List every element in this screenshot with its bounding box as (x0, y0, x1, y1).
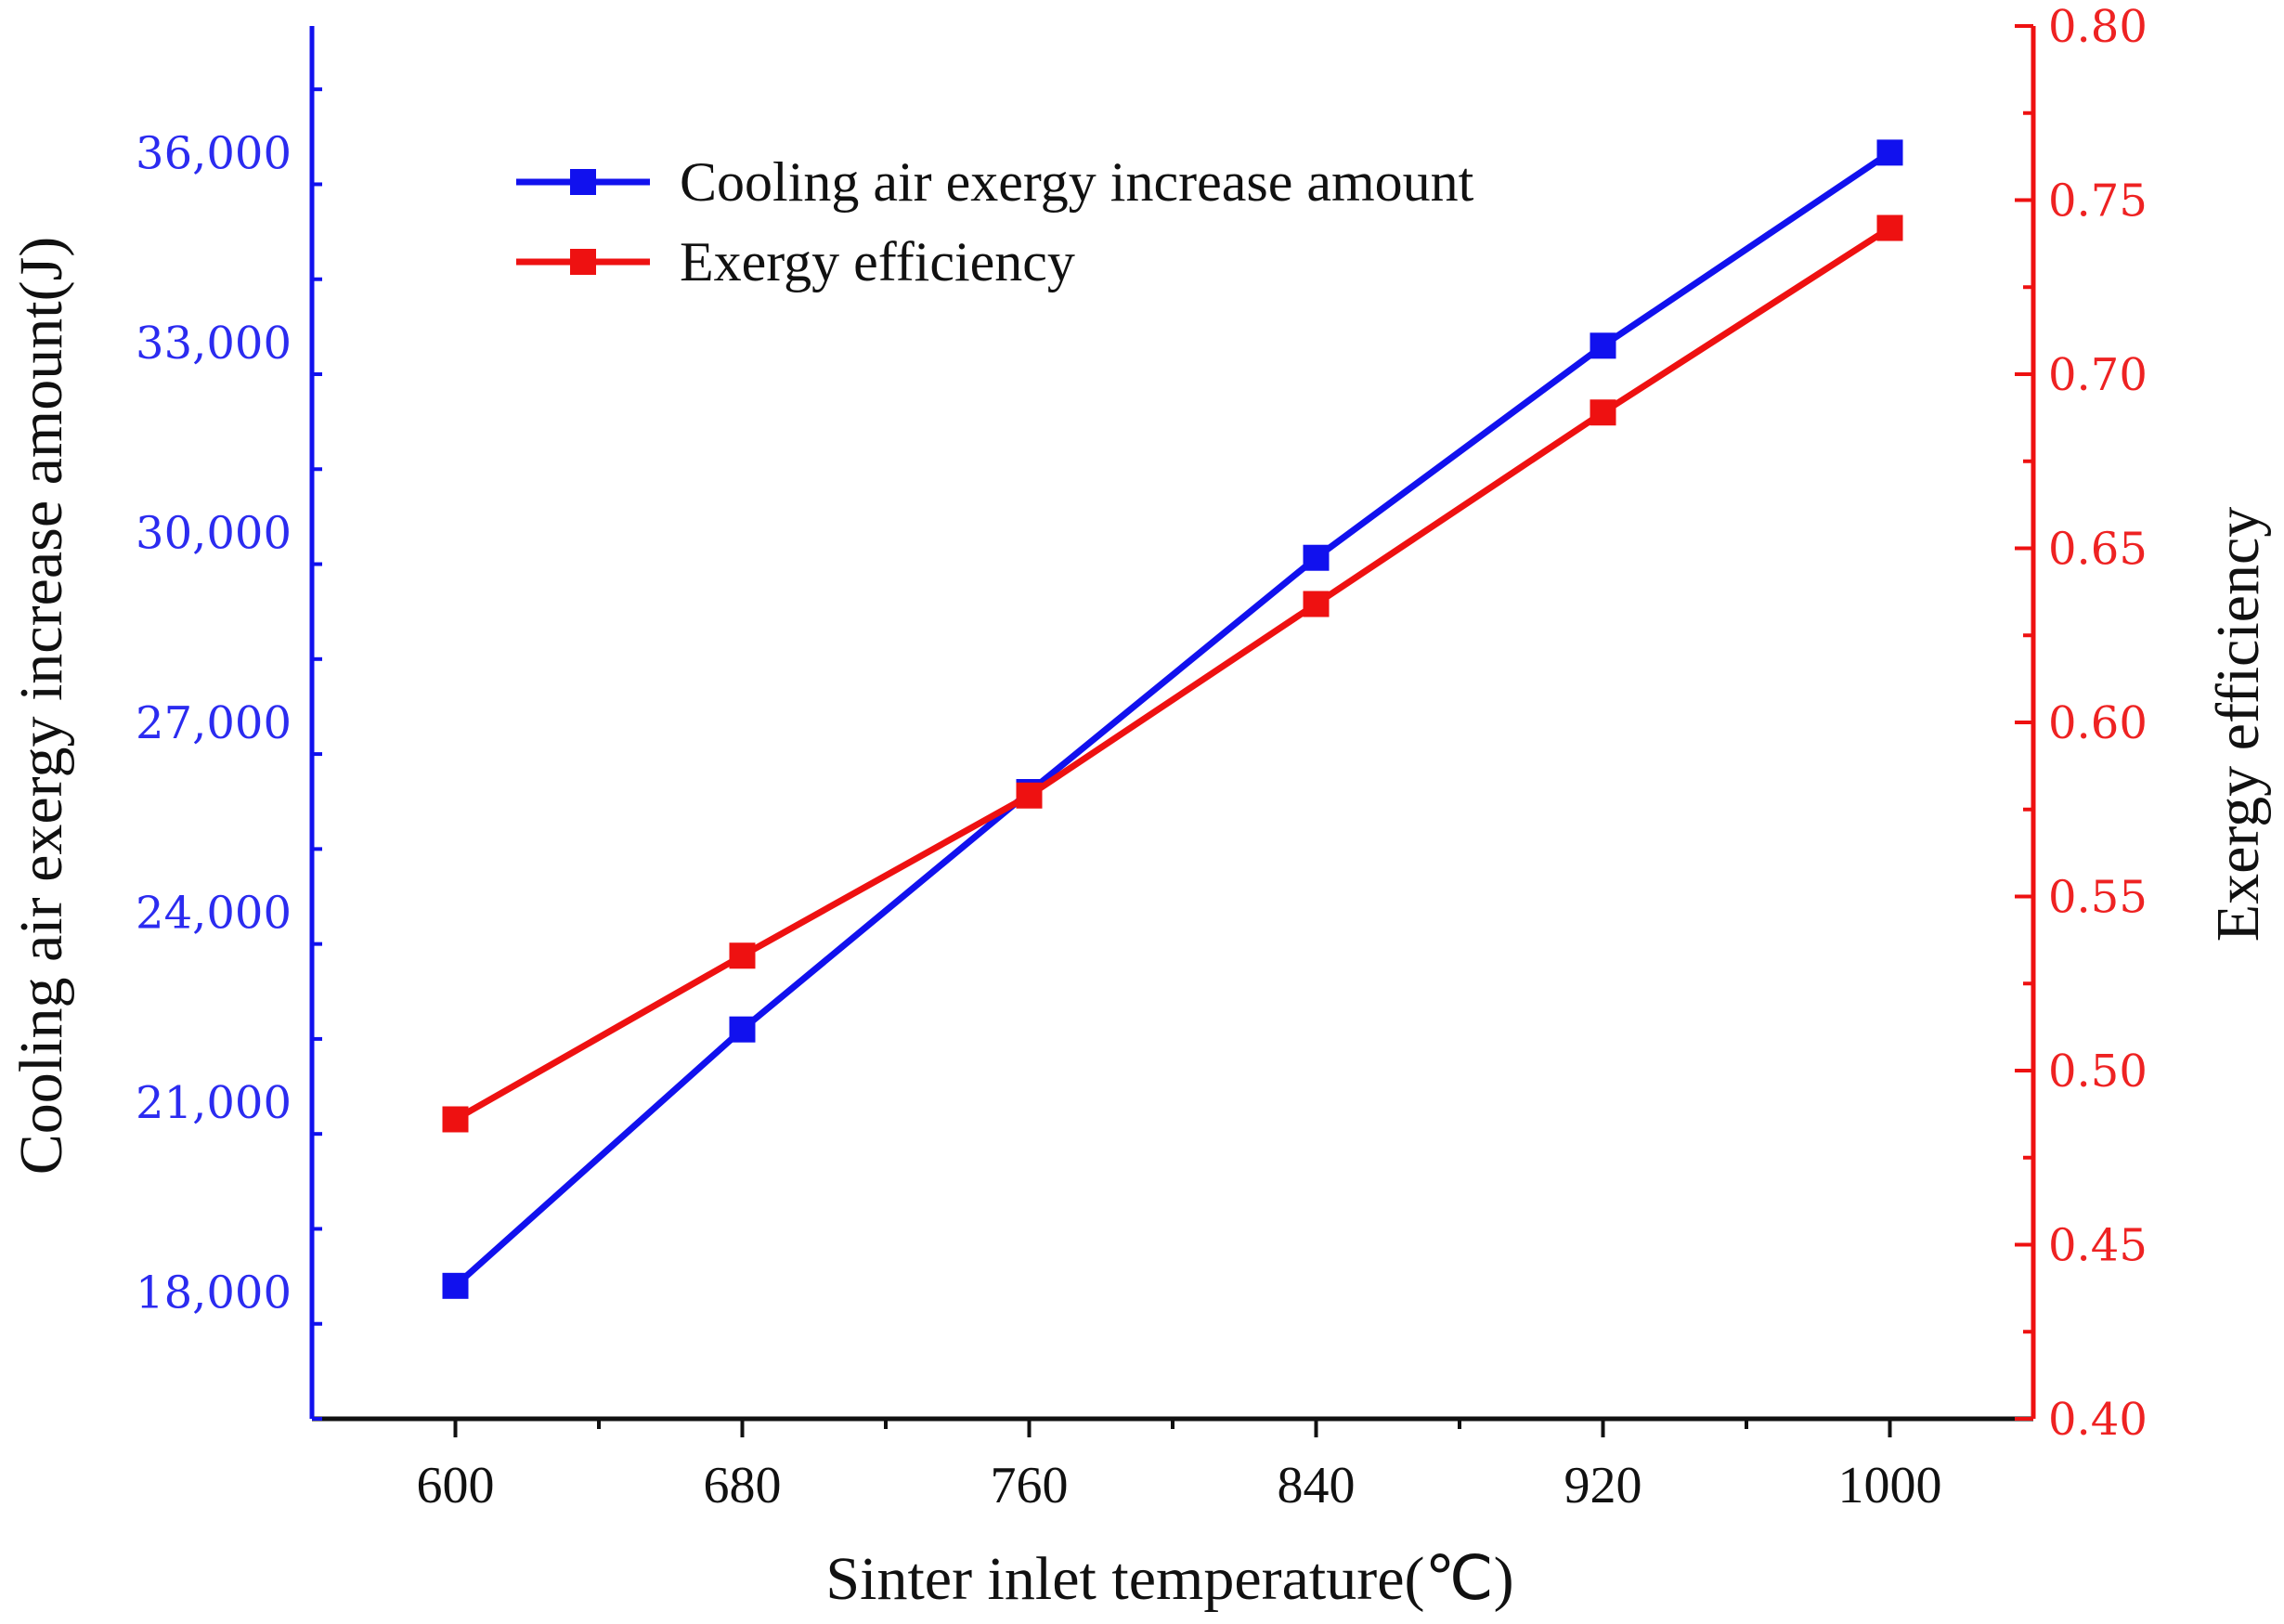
x-axis-title: Sinter inlet temperature(℃) (825, 1545, 1513, 1613)
x-tick-label: 920 (1564, 1457, 1642, 1514)
y-right-tick-label: 0.40 (2048, 1394, 2148, 1446)
y-left-tick-label: 36,000 (136, 127, 292, 179)
legend-label-exergy-efficiency: Exergy efficiency (680, 231, 1075, 292)
y-right-tick-label: 0.65 (2048, 524, 2148, 576)
legend: Cooling air exergy increase amount Exerg… (516, 151, 1474, 292)
x-tick-label: 680 (704, 1457, 782, 1514)
series-line-exergy-efficiency (453, 225, 1892, 1123)
y-left-tick-label: 30,000 (136, 507, 292, 559)
x-axis: 600 680 760 840 920 1000 (417, 1419, 1942, 1514)
legend-marker-exergy-efficiency (570, 249, 596, 275)
y-axis-left-title: Cooling air exergy increase amount(J) (7, 237, 75, 1175)
x-tick-label: 840 (1278, 1457, 1356, 1514)
series-line-exergy-increase (453, 149, 1892, 1289)
legend-marker-exergy-increase (570, 169, 596, 195)
data-point-exergy-increase (1590, 332, 1616, 359)
data-point-exergy-efficiency (1016, 782, 1043, 809)
y-right-tick-label: 0.60 (2048, 697, 2148, 749)
y-left-tick-label: 27,000 (136, 697, 292, 749)
y-right-tick-label: 0.75 (2048, 175, 2148, 227)
data-point-exergy-efficiency (729, 942, 756, 969)
x-tick-label: 600 (417, 1457, 495, 1514)
plot-frame (309, 26, 2036, 1422)
data-point-exergy-efficiency (1876, 214, 1903, 241)
y-right-tick-label: 0.45 (2048, 1220, 2148, 1272)
y-left-tick-label: 24,000 (136, 888, 292, 940)
y-left-tick-label: 18,000 (136, 1267, 292, 1319)
y-right-tick-label: 0.50 (2048, 1046, 2148, 1098)
data-point-exergy-increase (1876, 139, 1903, 166)
data-point-exergy-increase (442, 1272, 469, 1299)
y-left-tick-label: 21,000 (136, 1077, 292, 1129)
series-layer (442, 139, 1903, 1299)
y-right-tick-label: 0.55 (2048, 872, 2148, 924)
data-point-exergy-increase (1303, 544, 1330, 571)
y-axis-right-title: Exergy efficiency (2204, 507, 2272, 942)
data-point-exergy-increase (729, 1016, 756, 1043)
x-tick-label: 760 (991, 1457, 1069, 1514)
legend-label-exergy-increase: Cooling air exergy increase amount (680, 151, 1474, 213)
y-axis-right: 0.40 0.45 0.50 0.55 0.60 0.65 0.70 0.75 0.80 (2015, 1, 2148, 1446)
y-left-tick-label: 33,000 (136, 318, 292, 370)
y-right-tick-label: 0.80 (2048, 1, 2148, 53)
y-axis-left: 18,000 21,000 24,000 27,000 30,000 33,000 36,0… (136, 87, 322, 1421)
data-point-exergy-efficiency (1590, 399, 1616, 426)
data-point-exergy-efficiency (1303, 591, 1330, 617)
x-tick-label: 1000 (1838, 1457, 1942, 1514)
data-point-exergy-efficiency (442, 1106, 469, 1133)
y-right-tick-label: 0.70 (2048, 349, 2148, 401)
